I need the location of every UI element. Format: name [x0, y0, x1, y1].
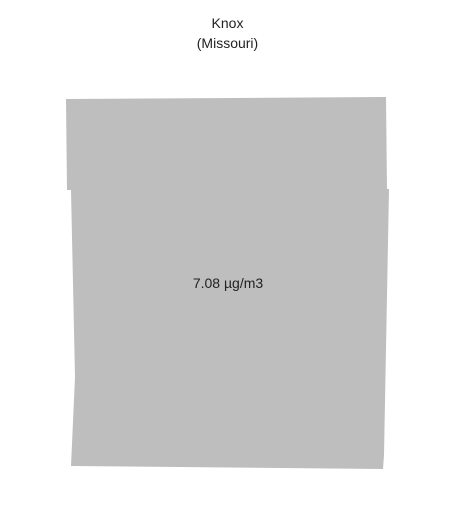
map-title: Knox (Missouri): [0, 13, 455, 53]
county-name: Knox: [211, 15, 244, 31]
county-value-label: 7.08 µg/m3: [193, 275, 264, 291]
state-name: (Missouri): [196, 35, 259, 51]
county-shape: [66, 97, 389, 469]
